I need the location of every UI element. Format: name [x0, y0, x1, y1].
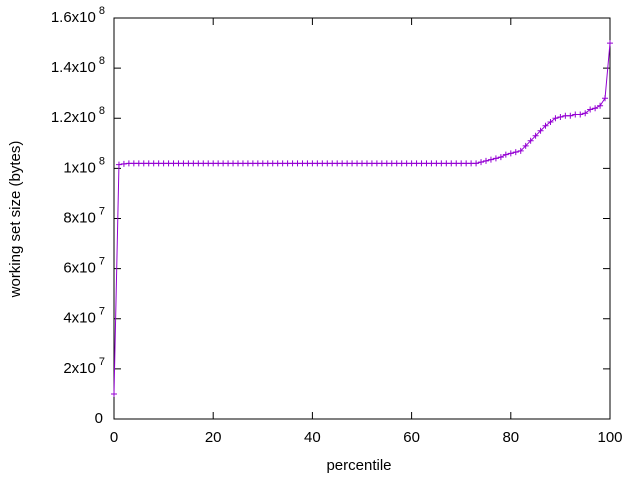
y-tick-exponent: 8 [99, 55, 105, 67]
y-tick-exponent: 7 [99, 205, 105, 217]
y-tick-label: 8x10 [63, 209, 96, 226]
x-tick-label: 100 [597, 429, 622, 446]
x-tick-label: 80 [502, 429, 519, 446]
y-tick-label: 2x10 [63, 360, 96, 377]
y-tick-exponent: 8 [99, 155, 105, 167]
point-marker [557, 113, 564, 120]
point-marker [502, 151, 509, 158]
point-marker [587, 106, 594, 113]
point-marker [597, 102, 604, 109]
point-marker [547, 119, 554, 126]
y-tick-label: 0 [95, 410, 103, 427]
point-marker [120, 160, 127, 167]
y-axis-label: working set size (bytes) [7, 141, 24, 299]
point-marker [517, 147, 524, 154]
point-marker [111, 390, 117, 397]
y-tick-label: 1.2x10 [51, 109, 96, 126]
point-marker [542, 122, 549, 129]
point-marker [483, 157, 489, 164]
point-marker [507, 150, 514, 157]
y-tick-label: 1.4x10 [51, 59, 96, 76]
point-marker [537, 127, 544, 134]
point-marker [532, 132, 539, 139]
y-tick-exponent: 7 [99, 356, 105, 368]
x-tick-label: 20 [205, 429, 222, 446]
y-tick-exponent: 8 [99, 105, 105, 117]
point-marker [602, 95, 609, 102]
y-tick-label: 1.6x10 [51, 9, 96, 26]
point-marker [577, 111, 584, 118]
point-marker [478, 159, 485, 166]
point-marker [522, 142, 529, 149]
point-marker [497, 154, 504, 161]
point-marker [115, 161, 122, 168]
plot-border [113, 17, 611, 420]
y-tick-exponent: 8 [99, 5, 105, 17]
y-tick-label: 1x10 [63, 159, 96, 176]
x-tick-label: 0 [110, 429, 118, 446]
point-marker [582, 110, 589, 117]
y-tick-exponent: 7 [99, 306, 105, 318]
point-marker [592, 105, 599, 112]
point-marker [473, 160, 480, 167]
point-marker [527, 137, 534, 144]
data-line [113, 43, 611, 394]
point-marker [512, 149, 519, 156]
y-tick-exponent: 7 [99, 256, 105, 268]
x-tick-label: 60 [403, 429, 420, 446]
x-tick-label: 40 [304, 429, 321, 446]
point-marker [607, 40, 613, 47]
point-marker [492, 155, 499, 162]
y-tick-label: 6x10 [63, 260, 96, 277]
point-marker [552, 115, 559, 122]
point-marker [567, 112, 574, 119]
y-tick-label: 4x10 [63, 310, 96, 327]
x-axis-label: percentile [326, 457, 391, 474]
point-marker [487, 156, 494, 163]
